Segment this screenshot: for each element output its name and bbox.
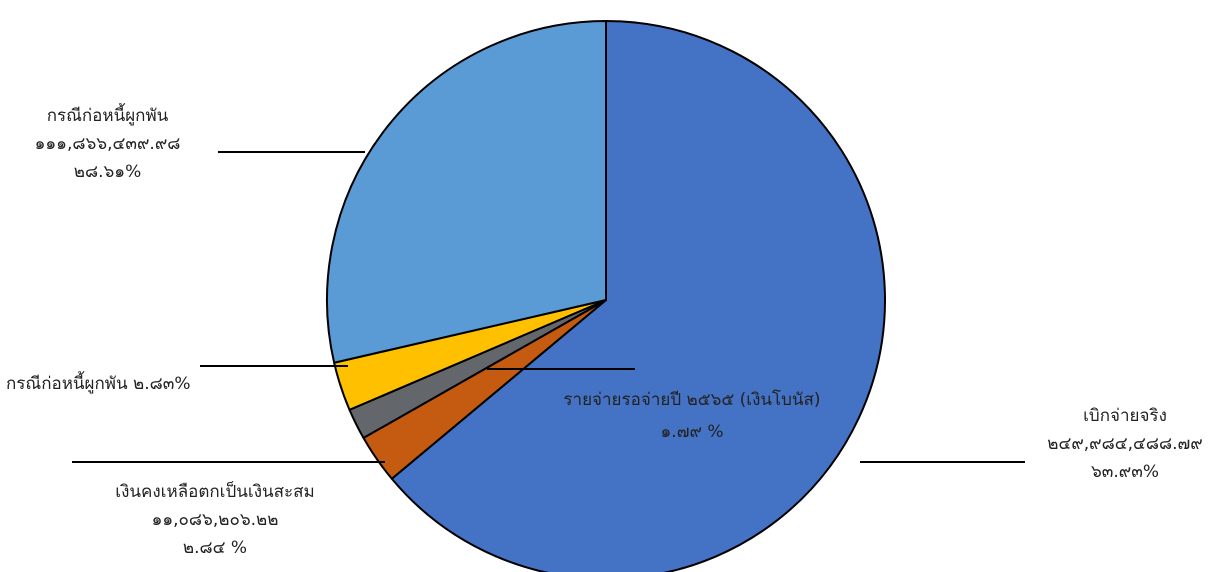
label-remaining-name: เงินคงเหลือตกเป็นเงินสะสม [115, 482, 315, 502]
pie-slices [326, 20, 886, 572]
label-debt-big-amount: ๑๑๑,๘๖๖,๔๓๙.๙๘ [34, 134, 181, 154]
label-debt-small: กรณีก่อหนี้ผูกพัน ๒.๘๓% [6, 370, 191, 398]
pie-slice-0 [390, 20, 886, 572]
label-pending: รายจ่ายรอจ่ายปี ๒๕๖๕ (เงินโบนัส) ๑.๗๙ % [537, 386, 847, 446]
label-debt-big: กรณีก่อหนี้ผูกพัน ๑๑๑,๘๖๖,๔๓๙.๙๘ ๒๘.๖๑% [20, 102, 195, 186]
label-remaining-amount: ๑๑,๐๘๖,๒๐๖.๒๒ [151, 510, 279, 530]
label-debt-big-name: กรณีก่อหนี้ผูกพัน [46, 106, 169, 126]
label-debt-big-pct: ๒๘.๖๑% [73, 162, 142, 182]
label-remaining: เงินคงเหลือตกเป็นเงินสะสม ๑๑,๐๘๖,๒๐๖.๒๒ … [80, 478, 350, 562]
label-actual-amount: ๒๔๙,๙๘๔,๔๘๘.๗๙ [1047, 434, 1203, 454]
pie-slice-4 [326, 20, 607, 364]
label-actual-pct: ๖๓.๙๓% [1090, 462, 1160, 482]
label-remaining-pct: ๒.๘๔ % [182, 538, 248, 558]
label-actual-name: เบิกจ่ายจริง [1083, 406, 1167, 426]
label-pending-pct: ๑.๗๙ % [660, 422, 724, 442]
label-debt-small-text: กรณีก่อหนี้ผูกพัน ๒.๘๓% [6, 374, 191, 394]
label-pending-name: รายจ่ายรอจ่ายปี ๒๕๖๕ (เงินโบนัส) [563, 390, 821, 410]
label-actual: เบิกจ่ายจริง ๒๔๙,๙๘๔,๔๘๘.๗๙ ๖๓.๙๓% [1030, 402, 1220, 486]
leader-lines [72, 151, 1025, 463]
